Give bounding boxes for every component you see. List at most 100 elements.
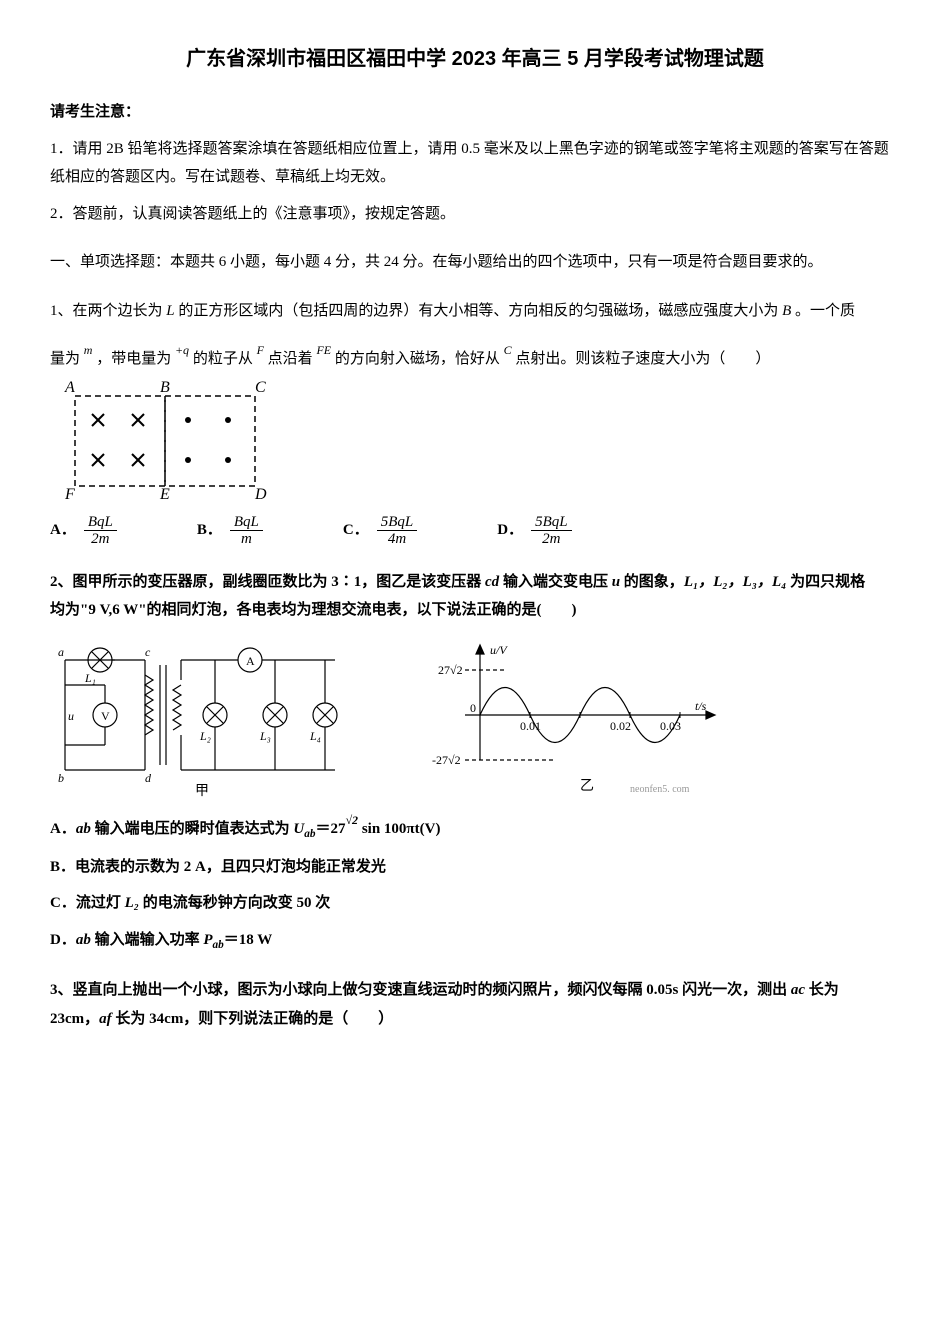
q3-line1: 3、竖直向上抛出一个小球，图示为小球向上做匀变速直线运动时的频闪照片，频闪仪每隔… [50,976,900,1005]
q2D-pre: D． [50,932,76,948]
q2-u: u [612,574,620,590]
label-D: D [254,486,267,503]
circuit-L4: L₄ [309,729,321,743]
instructions-header: 请考生注意： [50,98,900,127]
q2A-sqrt: √2 [345,809,358,832]
q1-m: m [84,339,93,362]
q2D-Pab: Pab [203,932,223,948]
q2-opt-B: B．电流表的示数为 2 A，且四只灯泡均能正常发光 [50,853,900,882]
question-2: 2、图甲所示的变压器原，副线圈匝数比为 3∶1，图乙是该变压器 cd 输入端交变… [50,568,900,957]
q1-FE: FE [316,339,331,362]
q2C-post: 的电流每秒钟方向改变 50 次 [139,895,330,911]
q1-A-den: 2m [84,531,117,548]
q1-C-den: 4m [377,531,418,548]
q1-C: C [504,339,512,362]
q2D-ab: ab [76,932,91,948]
q1-opt-B: B． BqLm [197,514,263,548]
question-3: 3、竖直向上抛出一个小球，图示为小球向上做匀变速直线运动时的频闪照片，频闪仪每隔… [50,976,900,1033]
q1-opt-D: D． 5BqL2m [497,514,571,548]
circuit-a: a [58,645,64,659]
q2-cd: cd [485,574,499,590]
q1-D-label: D． [497,516,523,545]
q1-diagram: A B C F E D [50,374,290,504]
q3-l2b: 长为 34cm，则下列说法正确的是（ ） [112,1011,394,1027]
q2D-post: ＝18 W [224,932,272,948]
label-E: E [159,486,170,503]
q1-D-den: 2m [531,531,572,548]
q2-circuit-diagram: a c b d u L₁ L₂ L₃ L₄ V A 甲 [50,640,350,800]
q2-diagrams: a c b d u L₁ L₂ L₃ L₄ V A 甲 [50,640,900,800]
label-F: F [64,486,75,503]
q2-text-line2: 均为"9 V,6 W"的相同灯泡，各电表均为理想交流电表，以下说法正确的是( ) [50,596,900,625]
q2-text-line1: 2、图甲所示的变压器原，副线圈匝数比为 3∶1，图乙是该变压器 cd 输入端交变… [50,568,900,597]
graph-ylabel: u/V [490,643,508,657]
watermark-text: neonfen5. com [630,784,690,795]
q2-voltage-graph: u/V t/s 27√2 -27√2 0 0.01 0.02 0.03 乙 ne… [410,640,730,800]
q2A-pre: A． [50,821,76,837]
q1-A-num: BqL [84,514,117,532]
page-title: 广东省深圳市福田区福田中学 2023 年高三 5 月学段考试物理试题 [50,40,900,78]
q1-l2-m3: 点沿着 [264,351,317,367]
circuit-A: A [246,654,255,668]
q3-af: af [99,1011,112,1027]
q1-B: B [782,303,791,319]
q1-text: 1、在两个边长为 L 的正方形区域内（包括四周的边界）有大小相等、方向相反的匀强… [50,297,900,326]
q1-B-den: m [230,531,263,548]
square-left [75,396,165,486]
instructions-block: 请考生注意： 1．请用 2B 铅笔将选择题答案涂填在答题纸相应位置上，请用 0.… [50,98,900,228]
q1-pre: 1、在两个边长为 [50,303,166,319]
graph-ymin: -27√2 [432,753,461,767]
q2A-ab: ab [76,821,91,837]
q1-F: F [257,339,264,362]
graph-zero: 0 [470,701,476,715]
graph-t1: 0.01 [520,719,541,733]
q2-opt-C: C．流过灯 L₂ 的电流每秒钟方向改变 50 次 [50,889,900,918]
q3-ac: ac [791,982,805,998]
q2-l1b: 输入端交变电压 [499,574,612,590]
q2A-post: sin 100πt(V) [358,821,440,837]
circuit-L1: L₁ [84,671,96,685]
q1-L: L [166,303,174,319]
label-yi: 乙 [580,778,594,794]
q1-q: +q [175,339,189,362]
label-B: B [160,379,170,396]
circuit-u: u [68,709,74,723]
q1-l2-pre: 量为 [50,351,84,367]
circuit-V: V [101,709,110,723]
q2D-mid: 输入端输入功率 [91,932,204,948]
q1-l2-m1: ，带电量为 [92,351,175,367]
q2-l1a: 2、图甲所示的变压器原，副线圈匝数比为 3∶1，图乙是该变压器 [50,574,485,590]
q3-l2a: 23cm， [50,1011,99,1027]
q1-B-label: B． [197,516,222,545]
graph-t2: 0.02 [610,719,631,733]
q2-opt-D: D．ab 输入端输入功率 Pab＝18 W [50,926,900,956]
q2-L1234: L₁，L₂，L₃，L₄ [684,574,787,590]
q1-text-line2: 量为 m ，带电量为 +q 的粒子从 F 点沿着 FE 的方向射入磁场，恰好从 … [50,345,900,374]
section-1-title: 一、单项选择题：本题共 6 小题，每小题 4 分，共 24 分。在每小题给出的四… [50,248,900,277]
instruction-1: 1．请用 2B 铅笔将选择题答案涂填在答题纸相应位置上，请用 0.5 毫米及以上… [50,135,900,192]
circuit-c: c [145,645,151,659]
label-C: C [255,379,266,396]
q3-l1b: 长为 [805,982,839,998]
graph-ymax: 27√2 [438,663,463,677]
q1-B-num: BqL [230,514,263,532]
circuit-L2: L₂ [199,729,211,743]
circuit-L3: L₃ [259,729,271,743]
label-jia: 甲 [195,784,209,799]
instruction-2: 2．答题前，认真阅读答题纸上的《注意事项》，按规定答题。 [50,200,900,229]
dot-marks [185,417,231,463]
q1-l2-m5: 点射出。则该粒子速度大小为（ ） [512,351,771,367]
circuit-b: b [58,771,64,785]
label-A: A [64,379,75,396]
q1-l2-m4: 的方向射入磁场，恰好从 [331,351,504,367]
q3-line2: 23cm，af 长为 34cm，则下列说法正确的是（ ） [50,1005,900,1034]
q1-D-num: 5BqL [531,514,572,532]
q2A-mid: 输入端电压的瞬时值表达式为 [91,821,294,837]
circuit-d: d [145,771,152,785]
q2-l1c: 的图象， [620,574,684,590]
q1-C-num: 5BqL [377,514,418,532]
q3-l1a: 3、竖直向上抛出一个小球，图示为小球向上做匀变速直线运动时的频闪照片，频闪仪每隔… [50,982,791,998]
q2C-L2: L₂ [125,895,139,911]
graph-xlabel: t/s [695,699,707,713]
q2C-pre: C．流过灯 [50,895,125,911]
